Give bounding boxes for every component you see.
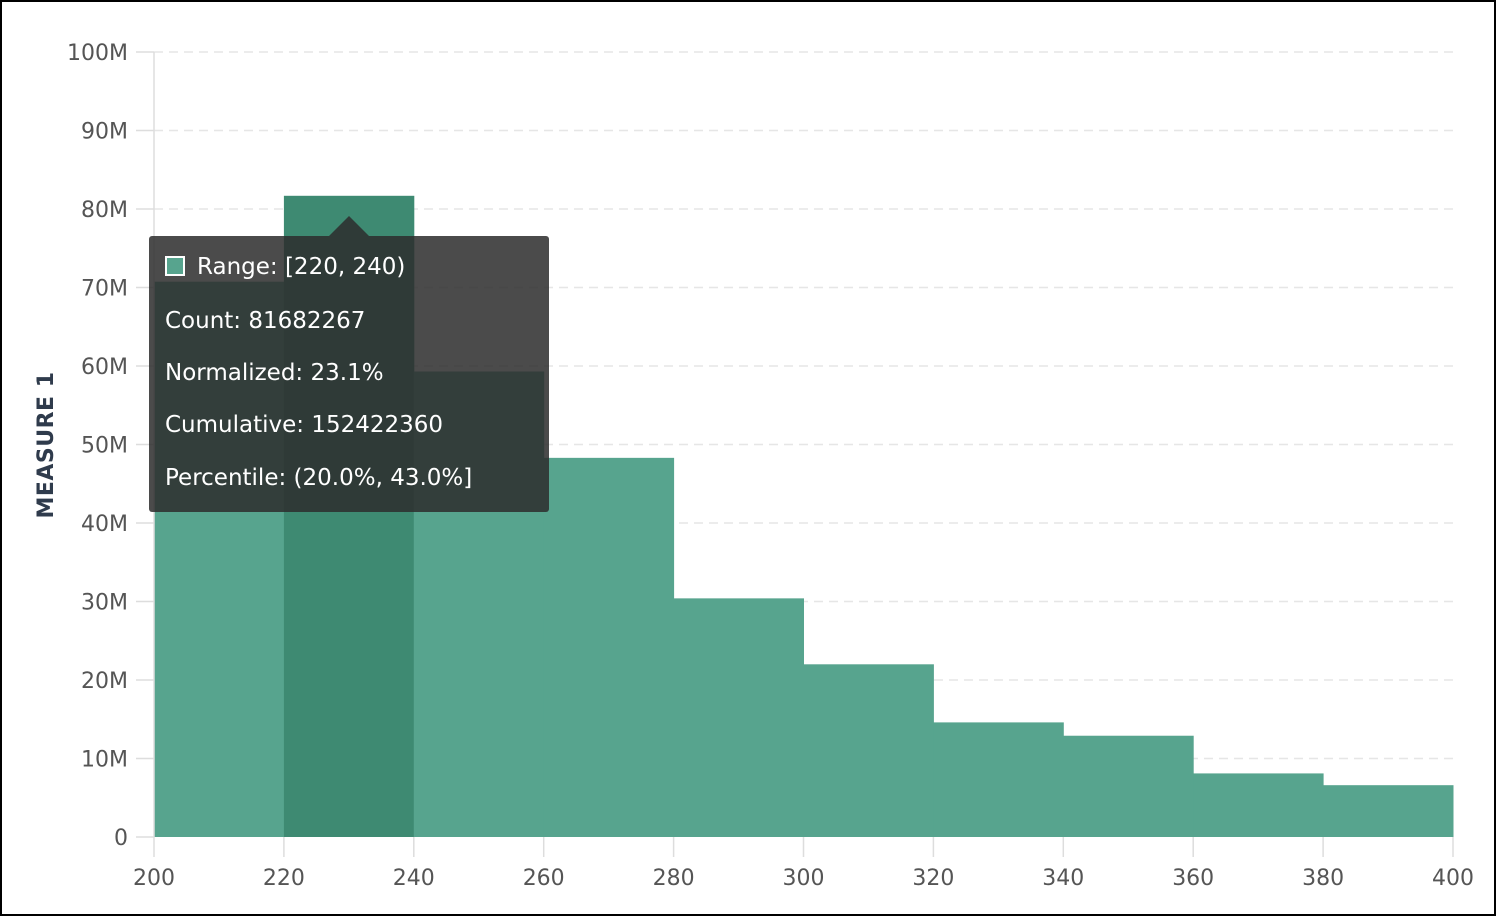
x-tick-label: 300 xyxy=(783,866,825,891)
bin-tooltip: Range: [220, 240) Count: 81682267 Normal… xyxy=(149,216,549,512)
y-tick-label: 0 xyxy=(114,826,128,851)
y-axis-label: MEASURE 1 xyxy=(34,371,59,518)
tooltip-percentile: Percentile: (20.0%, 43.0%] xyxy=(165,465,473,491)
y-tick-label: 90M xyxy=(81,120,128,145)
histogram-bar[interactable] xyxy=(803,664,934,837)
y-tick-label: 100M xyxy=(67,41,128,66)
tooltip-cumulative: Cumulative: 152422360 xyxy=(165,412,444,438)
y-tick-label: 20M xyxy=(81,669,128,694)
y-tick-label: 50M xyxy=(81,434,128,459)
x-tick-label: 400 xyxy=(1432,866,1474,891)
tooltip-range-row: Range: [220, 240) xyxy=(165,254,405,280)
x-tick-label: 200 xyxy=(133,866,175,891)
tooltip-count: Count: 81682267 xyxy=(165,308,366,334)
tooltip-arrow xyxy=(329,216,369,236)
tooltip-normalized: Normalized: 23.1% xyxy=(165,360,384,386)
x-tick-label: 380 xyxy=(1302,866,1344,891)
histogram-bar[interactable] xyxy=(543,457,675,837)
tooltip-range: Range: [220, 240) xyxy=(197,254,406,280)
x-tick-label: 280 xyxy=(653,866,695,891)
histogram-bar[interactable] xyxy=(1323,785,1454,837)
y-tick-label: 10M xyxy=(81,748,128,773)
x-tick-label: 360 xyxy=(1172,866,1214,891)
histogram-bar[interactable] xyxy=(1193,773,1324,837)
y-tick-label: 30M xyxy=(81,591,128,616)
y-tick-label: 40M xyxy=(81,512,128,537)
x-tick-label: 240 xyxy=(393,866,435,891)
y-tick-label: 80M xyxy=(81,198,128,223)
series-swatch xyxy=(165,256,185,276)
histogram-bar[interactable] xyxy=(933,722,1064,837)
y-tick-label: 60M xyxy=(81,355,128,380)
histogram-bar[interactable] xyxy=(673,598,804,837)
x-tick-label: 260 xyxy=(523,866,565,891)
x-tick-label: 220 xyxy=(263,866,305,891)
histogram-bar[interactable] xyxy=(1063,735,1194,837)
x-tick-label: 340 xyxy=(1042,866,1084,891)
y-tick-label: 70M xyxy=(81,277,128,302)
x-tick-label: 320 xyxy=(912,866,954,891)
